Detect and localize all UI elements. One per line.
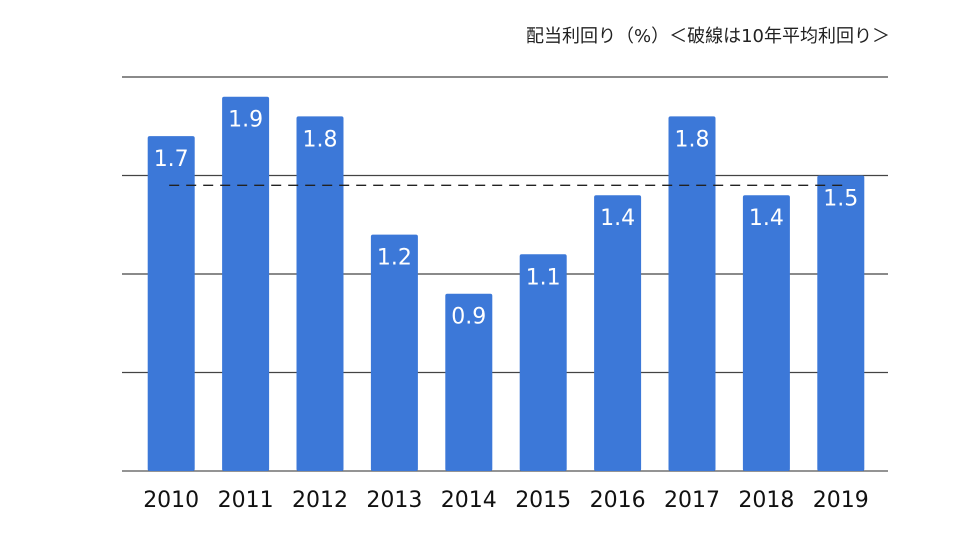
- bar-2017: [668, 116, 716, 472]
- data-label-2014: 0.9: [451, 305, 486, 330]
- chart-title: 配当利回り（%）＜破線は10年平均利回り＞: [525, 26, 890, 47]
- x-tick-label-2017: 2017: [664, 488, 720, 513]
- data-label-2016: 1.4: [600, 206, 635, 231]
- data-label-2015: 1.1: [526, 265, 561, 290]
- bar-2014: [445, 293, 493, 471]
- bar-2012: [296, 116, 344, 472]
- x-tick-label-2010: 2010: [143, 488, 199, 513]
- data-label-2011: 1.9: [228, 108, 263, 133]
- bar-2016: [594, 195, 642, 471]
- data-label-2018: 1.4: [749, 206, 784, 231]
- x-tick-label-2014: 2014: [441, 488, 497, 513]
- x-tick-label-2016: 2016: [590, 488, 646, 513]
- data-label-2013: 1.2: [377, 246, 412, 271]
- x-tick-label-2019: 2019: [813, 488, 869, 513]
- x-tick-label-2012: 2012: [292, 488, 348, 513]
- bar-2013: [370, 234, 418, 471]
- data-label-2019: 1.5: [823, 187, 858, 212]
- data-label-2012: 1.8: [303, 127, 338, 152]
- x-tick-label-2013: 2013: [366, 488, 422, 513]
- bar-2010: [147, 136, 195, 471]
- x-tick-label-2015: 2015: [515, 488, 571, 513]
- bar-2018: [742, 195, 790, 471]
- bar-2019: [817, 175, 865, 471]
- data-label-2017: 1.8: [675, 127, 710, 152]
- x-tick-label-2011: 2011: [218, 488, 274, 513]
- bar-2015: [519, 254, 567, 471]
- data-label-2010: 1.7: [154, 147, 189, 172]
- x-tick-label-2018: 2018: [738, 488, 794, 513]
- bar-2011: [222, 96, 270, 471]
